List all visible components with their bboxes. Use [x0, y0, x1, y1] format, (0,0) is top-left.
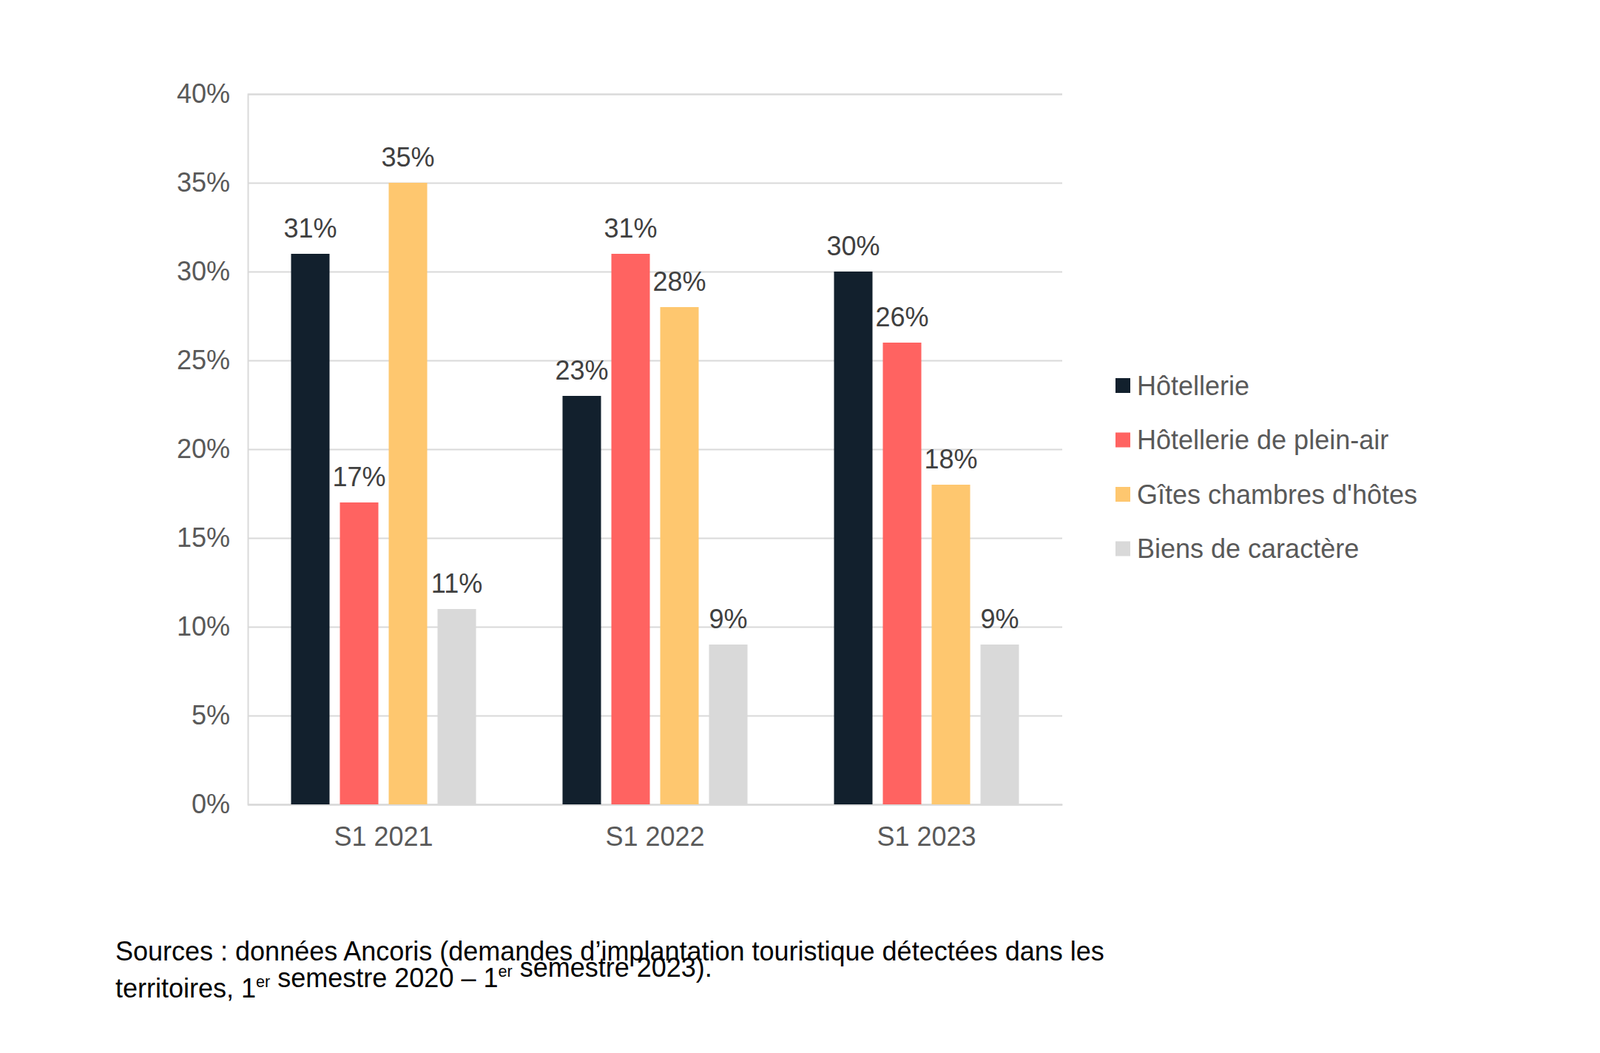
y-tick-label: 10% — [176, 611, 231, 642]
y-tick-label: 0% — [191, 788, 231, 819]
bar — [659, 306, 699, 805]
x-tick: S1 2022 — [605, 804, 705, 852]
y-axis: 0% 5% 10% 15% 20% 25% 30% 35% 40% — [176, 78, 1063, 819]
y-tick: 35% — [176, 167, 1063, 198]
data-label: 11% — [431, 568, 483, 599]
x-tick-label: S1 2023 — [876, 821, 976, 852]
source-line: territoires, 1er semestre 2020 – 1er sem… — [115, 952, 713, 1004]
y-tick-label: 40% — [176, 78, 231, 109]
y-tick-label: 35% — [176, 167, 231, 198]
y-tick-label: 15% — [176, 522, 231, 553]
data-label: 28% — [652, 266, 706, 297]
data-label: 23% — [554, 355, 609, 386]
y-tick: 40% — [176, 78, 1063, 109]
bar — [882, 342, 921, 805]
y-tick-label: 25% — [176, 344, 231, 376]
y-axis-line — [248, 94, 1063, 805]
legend-label: Hôtellerie — [1136, 370, 1250, 401]
source-note: Sources : données Ancoris (demandes d’im… — [115, 935, 1105, 1004]
x-axis: S1 2021 S1 2022 S1 2023 — [248, 804, 1063, 852]
data-label: 17% — [332, 461, 386, 492]
bar — [562, 395, 601, 805]
grid-line — [247, 182, 1063, 185]
bar — [437, 608, 477, 805]
data-label: 31% — [283, 213, 337, 244]
bar — [339, 502, 378, 805]
x-tick-label: S1 2021 — [333, 821, 433, 852]
bar — [931, 484, 970, 805]
bar — [709, 644, 748, 805]
legend-label: Hôtellerie de plein-air — [1136, 424, 1389, 455]
data-label: 9% — [980, 603, 1019, 634]
grid-line — [247, 360, 1063, 362]
legend-swatch — [1115, 541, 1131, 557]
data-label: 26% — [875, 301, 929, 333]
legend-swatch — [1115, 377, 1131, 393]
bar — [980, 644, 1020, 805]
legend-label: Biens de caractère — [1136, 533, 1359, 564]
chart: 0%5%10%15%20%25%30%35%40%S1 2021S1 2022S… — [0, 0, 1600, 1053]
x-tick-label: S1 2022 — [605, 821, 705, 852]
legend-swatch — [1115, 486, 1131, 502]
data-label: 31% — [603, 213, 657, 244]
y-tick-label: 20% — [176, 433, 231, 464]
data-label: 35% — [380, 142, 435, 173]
legend: Hôtellerie Hôtellerie de plein-air Gîtes c… — [1115, 370, 1418, 565]
y-tick-label: 5% — [191, 699, 231, 731]
x-tick: S1 2023 — [876, 804, 976, 852]
bar — [388, 182, 427, 805]
x-tick: S1 2021 — [333, 804, 433, 852]
legend-swatch — [1115, 432, 1131, 448]
legend-label: Gîtes chambres d'hôtes — [1136, 479, 1418, 510]
data-label: 18% — [923, 443, 978, 475]
bars — [290, 182, 1019, 805]
grid-line — [247, 93, 1063, 96]
data-label: 9% — [708, 603, 748, 634]
bar — [833, 271, 873, 805]
data-labels: 31% 23% 30% 17% 31% 26% 35% 28% 18% 11% 9% 9% — [283, 142, 1019, 634]
bar — [611, 253, 650, 805]
data-label: 30% — [826, 230, 880, 262]
y-tick-label: 30% — [176, 255, 231, 287]
bar — [290, 253, 330, 805]
